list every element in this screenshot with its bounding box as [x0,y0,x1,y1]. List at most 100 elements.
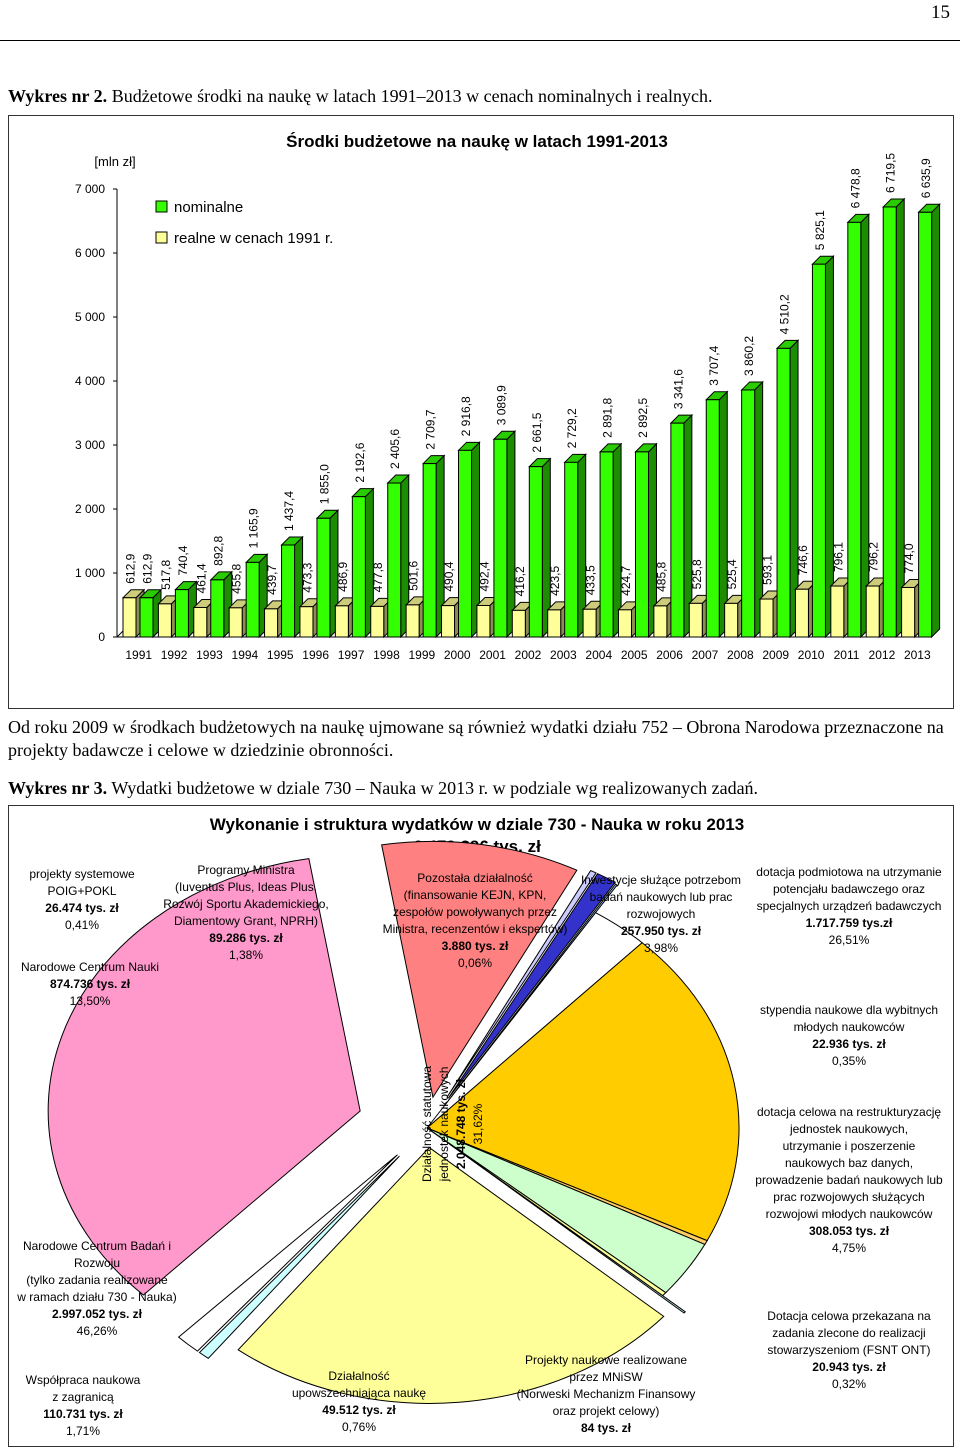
label-dotacja-podmiotowa: dotacja podmiotowa na utrzymanie potencj… [749,864,949,949]
legend-swatch-nominalne [155,200,168,213]
label-value: 2.048.748 tys. zł [454,1078,468,1170]
bar-nominalne-2013 [917,203,941,639]
label-value: 22.936 tys. zł [812,1037,886,1051]
label-line: zespołów powoływanych przez [392,905,558,919]
data-label-realne: 424,7 [619,565,633,595]
y-unit-label: [mln zł] [94,154,135,169]
label-percent: 0,35% [831,1054,867,1068]
data-label-nominalne: 5 825,1 [813,210,827,250]
label-line: rozwojowi młodych naukowców [765,1207,933,1221]
x-tick-label: 1993 [196,648,223,662]
label-line: jednostek naukowych [437,1066,451,1182]
x-tick-label: 1992 [161,648,188,662]
data-label-realne: 746,6 [796,545,810,575]
data-label-nominalne: 2 892,5 [636,398,650,438]
y-tick-label: 3 000 [75,438,105,452]
label-value: 49.512 tys. zł [322,1403,396,1417]
label-line: Narodowe Centrum Badań i [22,1239,172,1253]
y-tick-label: 4 000 [75,374,105,388]
label-line: dotacja podmiotowa na utrzymanie [756,865,942,879]
data-label-nominalne: 6 719,5 [884,153,898,193]
bar-nominalne-1991 [138,588,163,639]
y-tick-label: 5 000 [75,310,105,324]
label-line: stypendia naukowe dla wybitnych [759,1003,939,1017]
data-label-realne: 416,2 [513,566,527,596]
label-statutowa: Działalność statutowa jednostek naukowyc… [393,1064,513,1184]
bar-chart: Środki budżetowe na naukę w latach 1991-… [75,132,941,662]
x-tick-label: 1998 [373,648,400,662]
label-line: utrzymanie i poszerzenie [782,1139,916,1153]
label-value: 257.950 tys. zł [620,924,702,938]
x-tick-label: 2002 [515,648,542,662]
x-tick-label: 2000 [444,648,471,662]
x-tick-label: 2008 [727,648,754,662]
slice-mnisw [449,1143,687,1314]
label-percent: 26,51% [828,933,870,947]
data-label-nominalne: 2 729,2 [565,408,579,448]
label-line: Pozostała działalność [417,871,533,885]
slice-upowszechnianie [198,1155,400,1359]
label-line: z zagranicą [52,1390,114,1404]
data-label-realne: 486,9 [336,561,350,591]
label-line: specjalnych urządzeń badawczych [756,899,942,913]
data-label-realne: 492,4 [477,561,491,591]
data-label-nominalne: 1 855,0 [317,464,331,504]
label-mnisw: Projekty naukowe realizowane przez MNiSW… [505,1352,707,1437]
bar-nominalne-2002 [528,457,552,639]
label-value: 1.717.759 tys.zł [805,916,893,930]
data-label-realne: 774,0 [902,543,916,573]
slice-programy-ministra [447,873,617,1099]
data-label-realne: 439,7 [265,565,279,595]
x-tick-label: 2011 [834,648,860,662]
y-tick-label: 1 000 [75,566,105,580]
label-line: badań naukowych lub prac [589,890,733,904]
data-label-nominalne: 740,4 [176,545,190,575]
bar-nominalne-2001 [492,430,517,639]
legend-swatch-realne [155,231,168,244]
pie-chart-title: Wykonanie i struktura wydatków w dziale … [210,815,744,834]
label-line: oraz projekt celowy) [552,1404,660,1418]
bar-nominalne-1992 [174,580,198,639]
label-line: przez MNiSW [569,1370,643,1384]
label-value: 84 tys. zł [580,1421,632,1435]
label-percent: 4,75% [831,1241,867,1255]
x-tick-label: 1994 [232,648,259,662]
x-tick-label: 2012 [869,648,896,662]
label-line: zadania zlecone do realizacji [772,1326,926,1340]
label-percent: 31,62% [471,1103,485,1145]
label-wspolpraca: Współpraca naukowa z zagranicą 110.731 t… [9,1372,157,1440]
data-label-nominalne: 2 891,8 [601,398,615,438]
legend-label-nominalne: nominalne [174,199,243,216]
data-label-realne: 517,8 [159,560,173,590]
data-label-realne: 525,4 [725,559,739,589]
bar-nominalne-2010 [811,254,835,639]
label-value: 110.731 tys. zł [43,1407,123,1421]
label-percent: 1,71% [65,1424,101,1438]
label-value: 874.736 tys. zł [49,977,131,991]
legend-label-realne: realne w cenach 1991 r. [174,230,333,247]
slice-poig [446,869,597,1098]
bar-realne-2001 [475,596,500,639]
label-line: Narodowe Centrum Nauki [20,960,160,974]
label-line: (tylko zadania realizowane [26,1273,168,1287]
label-line: (Iuventus Plus, Ideas Plus, [174,880,318,894]
pie-chart-frame: Wykonanie i struktura wydatków w dziale … [8,805,954,1447]
label-line: potencjału badawczego oraz [772,882,926,896]
data-label-nominalne: 2 405,6 [388,429,402,469]
label-pozostala: Pozostała działalność (finansowanie KEJN… [375,870,575,972]
label-line: prac rozwojowych służących [773,1190,925,1204]
label-value: 20.943 tys. zł [812,1360,886,1374]
label-line: Ministra, recenzentów i ekspertów) [382,922,568,936]
label-line: młodych naukowców [793,1020,905,1034]
label-line: Działalność [328,1369,390,1383]
label-percent: 46,26% [76,1324,118,1338]
caption-label: Wykres nr 2. [8,86,108,106]
bar-nominalne-2007 [705,390,729,639]
label-line: (Norweski Mechanizm Finansowy [516,1387,696,1401]
x-tick-label: 2007 [692,648,719,662]
x-tick-label: 2004 [585,648,612,662]
label-poig: projekty systemowe POIG+POKL 26.474 tys.… [9,866,155,934]
bar-nominalne-1995 [280,535,304,639]
label-percent: 0,76% [341,1420,377,1434]
label-line: POIG+POKL [47,884,117,898]
